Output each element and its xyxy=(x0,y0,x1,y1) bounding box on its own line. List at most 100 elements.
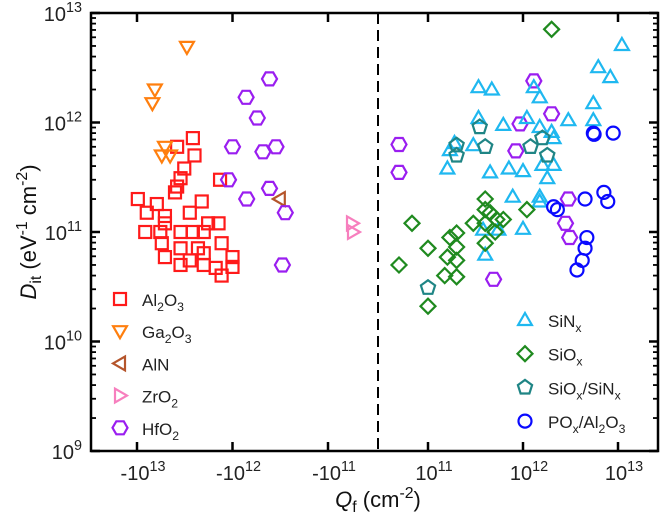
legend-item: SiNx xyxy=(516,310,582,335)
y-tick-label-part: 10 xyxy=(44,4,66,26)
legend-marker-circle-icon xyxy=(517,413,533,429)
data-point xyxy=(145,83,164,99)
data-point xyxy=(237,89,255,105)
data-point xyxy=(530,117,549,134)
series-al2o3 xyxy=(130,131,240,283)
data-point xyxy=(214,236,229,251)
data-point xyxy=(418,239,438,258)
data-point xyxy=(214,268,229,283)
y-tick-label: 1012 xyxy=(44,110,82,136)
data-point xyxy=(538,146,556,163)
legend-marker-hexagon-icon xyxy=(111,420,129,436)
legend-label-part: 2 xyxy=(171,397,178,411)
x-axis-title-part: ) xyxy=(414,487,421,512)
data-point xyxy=(390,164,408,180)
legend-bottom-left: Al2O3 Ga2O3 AlN ZrO2 HfO2 xyxy=(110,291,192,443)
legend-marker-triangle-right-icon xyxy=(113,386,130,405)
legend-label-part: O xyxy=(172,323,185,342)
data-point xyxy=(149,196,164,212)
data-point xyxy=(560,229,579,246)
legend-item: POx/Al2O3 xyxy=(517,413,626,436)
data-point xyxy=(494,115,513,131)
data-point xyxy=(223,139,242,155)
legend-label-part: Al xyxy=(142,291,157,310)
data-point xyxy=(522,137,539,154)
y-tick-label-part: 10 xyxy=(44,114,66,136)
legend-label: Al2O3 xyxy=(142,291,184,314)
legend-label-part: x xyxy=(576,388,582,402)
data-point xyxy=(201,216,216,231)
data-point xyxy=(586,126,602,142)
x-axis-title-part: (cm xyxy=(357,487,400,512)
legend-label: HfO2 xyxy=(142,420,179,443)
legend-label-part: 3 xyxy=(619,422,626,436)
y-tick-label-part: 10 xyxy=(45,223,67,245)
data-point xyxy=(476,245,495,261)
data-point xyxy=(601,67,620,84)
data-point xyxy=(389,255,409,275)
data-point xyxy=(143,97,162,113)
data-point xyxy=(173,224,188,240)
data-point xyxy=(482,80,501,96)
data-point xyxy=(559,111,578,127)
data-point xyxy=(170,139,185,154)
legend-label-part: x xyxy=(573,422,579,436)
legend-label: Ga2O3 xyxy=(142,323,192,346)
data-point xyxy=(514,219,532,235)
data-point xyxy=(156,140,174,156)
legend-label: ZrO2 xyxy=(142,388,178,411)
legend-label-part: 2 xyxy=(172,429,179,443)
data-point xyxy=(173,241,188,256)
y-axis-title-part: (eV xyxy=(16,235,41,276)
data-point xyxy=(138,224,153,240)
legend-marker-triangle-up-icon xyxy=(516,310,534,327)
y-tick-label: 1013 xyxy=(44,0,82,26)
data-points xyxy=(130,20,631,316)
legend-label-part: x xyxy=(576,355,582,369)
data-point xyxy=(418,297,438,316)
data-point xyxy=(402,214,422,233)
data-point xyxy=(517,200,536,219)
x-tick-label: -1012 xyxy=(216,459,261,485)
data-point xyxy=(182,205,197,220)
data-point xyxy=(435,266,454,285)
data-point xyxy=(212,172,228,187)
data-point xyxy=(464,136,483,152)
series-aln xyxy=(270,190,286,208)
data-point xyxy=(600,193,616,210)
x-tick-label-part: 13 xyxy=(149,459,165,475)
data-point xyxy=(542,20,561,39)
y-axis-title-part: D xyxy=(16,284,41,300)
data-point xyxy=(544,155,563,171)
y-axis-title-part: ) xyxy=(16,164,41,171)
legend-item: HfO2 xyxy=(111,420,179,443)
x-axis-title-part: f xyxy=(352,499,357,516)
data-point xyxy=(167,185,183,200)
legend-label-part: SiO xyxy=(548,346,576,365)
legend-item: ZrO2 xyxy=(113,386,178,411)
data-point xyxy=(173,257,188,273)
data-point xyxy=(260,71,279,87)
data-point xyxy=(157,216,173,231)
series-hfo2 xyxy=(219,71,579,287)
legend-label-part: x xyxy=(575,321,581,335)
data-point xyxy=(346,223,363,241)
data-point xyxy=(530,192,549,208)
legend-label-part: /SiN xyxy=(582,379,614,398)
data-point xyxy=(182,253,197,268)
x-axis-title: Qf (cm-2) xyxy=(335,485,421,516)
x-tick-label-part: 11 xyxy=(341,459,356,475)
data-point xyxy=(196,224,211,240)
x-tick-label: -1011 xyxy=(312,459,356,485)
legend-item: Al2O3 xyxy=(112,291,184,314)
data-point xyxy=(196,246,211,261)
y-tick-label: 1010 xyxy=(44,329,82,355)
data-point xyxy=(196,257,211,273)
legend-label-part: x xyxy=(615,388,621,402)
data-point xyxy=(447,251,466,270)
data-point xyxy=(154,236,169,251)
legend-label: AlN xyxy=(142,355,169,374)
x-tick-label: 1012 xyxy=(510,459,548,485)
data-point xyxy=(549,202,565,218)
